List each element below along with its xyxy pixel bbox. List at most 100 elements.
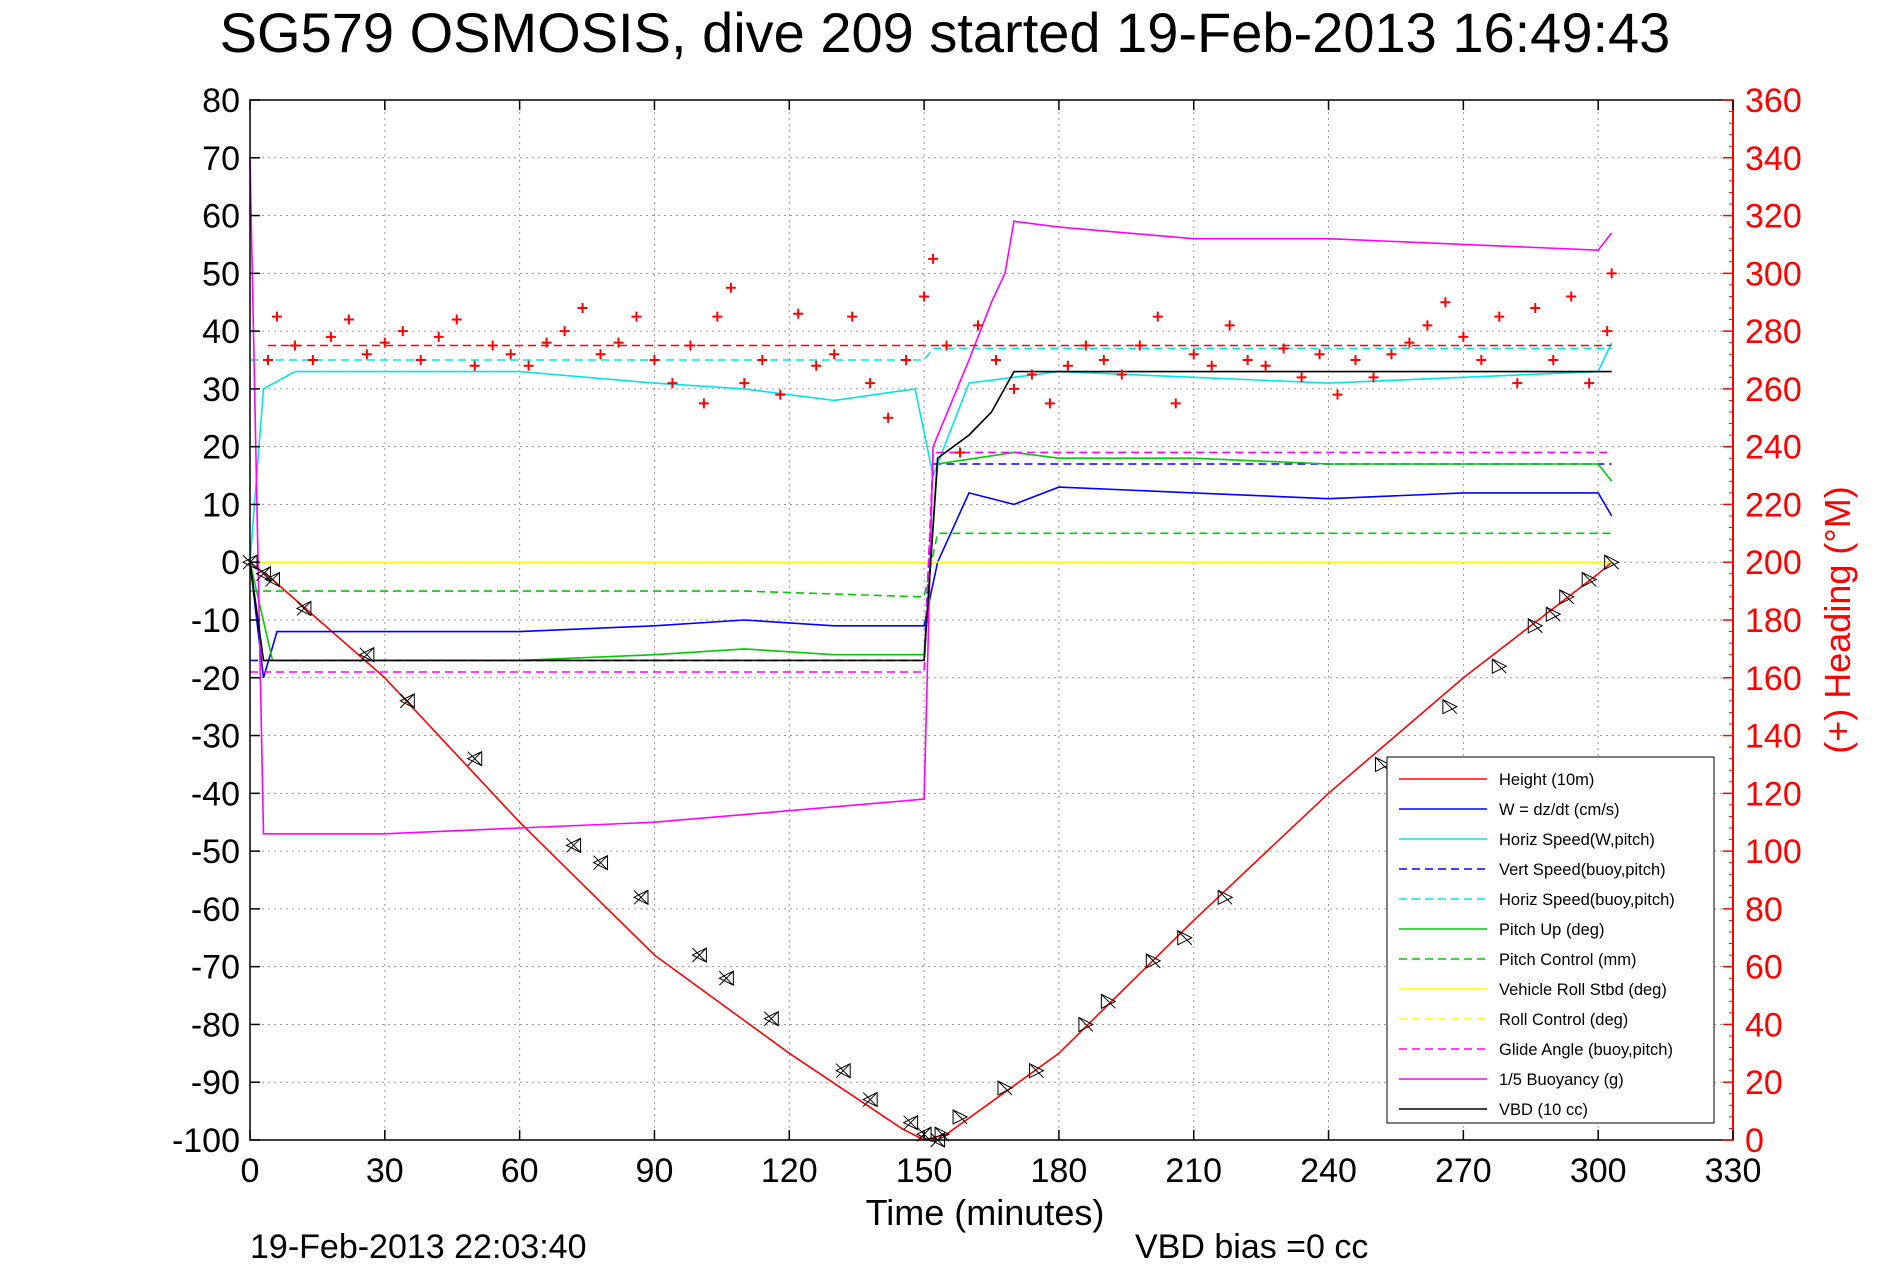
- heading-point: [397, 326, 408, 337]
- dive-marker-up: [1491, 658, 1508, 675]
- dive-marker-up: [1217, 889, 1234, 906]
- y-left-tick-label: 10: [202, 486, 240, 524]
- heading-point: [811, 360, 822, 371]
- heading-point: [1098, 355, 1109, 365]
- heading-point: [775, 389, 786, 400]
- y-right-tick-label: 360: [1745, 82, 1802, 120]
- y-left-tick-label: -30: [191, 718, 240, 756]
- heading-point: [1566, 291, 1577, 302]
- series-line-6: [250, 532, 1612, 598]
- y-right-tick-label: 300: [1745, 255, 1802, 293]
- heading-point: [361, 349, 372, 360]
- y-right-tick-label: 160: [1745, 660, 1802, 698]
- heading-point: [1008, 383, 1019, 394]
- heading-point: [1368, 372, 1379, 383]
- legend-label-7: Vehicle Roll Stbd (deg): [1499, 981, 1667, 999]
- heading-point: [1026, 369, 1037, 380]
- heading-point: [415, 355, 426, 365]
- heading-point: [631, 311, 642, 322]
- y-left-tick-label: 50: [202, 255, 240, 293]
- heading-point: [829, 349, 840, 360]
- heading-point: [1332, 389, 1343, 400]
- y-right-tick-label: 120: [1745, 775, 1802, 813]
- heading-point: [649, 355, 660, 365]
- dive-marker-down: [565, 837, 582, 854]
- legend-label-5: Pitch Up (deg): [1499, 921, 1604, 939]
- dive-marker-down: [632, 889, 649, 906]
- y-left-tick-label: -10: [191, 602, 240, 640]
- x-tick-label: 330: [1705, 1152, 1762, 1190]
- heading-point: [1404, 337, 1415, 348]
- dive-marker-up: [1145, 953, 1162, 969]
- heading-point: [1350, 355, 1361, 365]
- dive-marker-up: [1078, 1016, 1094, 1033]
- heading-point: [1206, 360, 1217, 371]
- legend-label-3: Vert Speed(buoy,pitch): [1499, 861, 1666, 879]
- heading-point: [1548, 355, 1559, 365]
- heading-point: [289, 340, 300, 351]
- footer-timestamp: 19-Feb-2013 22:03:40: [250, 1228, 586, 1262]
- heading-point: [1606, 268, 1617, 279]
- heading-point: [505, 349, 516, 360]
- legend-box: [1386, 756, 1715, 1124]
- heading-point: [541, 337, 552, 348]
- heading-point: [1512, 378, 1523, 389]
- heading-point: [262, 355, 273, 365]
- heading-point: [469, 360, 480, 371]
- heading-point: [1242, 355, 1253, 365]
- dive-marker-down: [399, 693, 415, 709]
- heading-point: [325, 331, 336, 342]
- heading-point: [1314, 349, 1325, 360]
- dive-marker-down: [691, 947, 707, 963]
- heading-layer: [262, 253, 1617, 458]
- legend-label-1: W = dz/dt (cm/s): [1499, 801, 1620, 819]
- dive-marker-up: [952, 1109, 969, 1125]
- heading-point: [1062, 360, 1073, 371]
- heading-point: [613, 337, 624, 348]
- legend-label-9: Glide Angle (buoy,pitch): [1499, 1041, 1673, 1059]
- heading-point: [451, 314, 462, 325]
- y-left-tick-label: 0: [221, 544, 240, 582]
- dive-marker-down: [592, 854, 609, 871]
- heading-point: [487, 340, 498, 351]
- heading-point: [667, 378, 678, 389]
- series-line-2: [249, 342, 1613, 563]
- dive-marker-up: [1177, 929, 1193, 946]
- heading-point: [523, 360, 534, 371]
- x-tick-label: 30: [366, 1152, 404, 1190]
- dive-marker-down: [835, 1062, 851, 1079]
- heading-point: [955, 447, 966, 458]
- marker-layer: [241, 554, 1620, 1148]
- y-right-tick-label: 180: [1745, 602, 1802, 640]
- y-right-tick-label: 20: [1745, 1064, 1783, 1102]
- heading-point: [1224, 320, 1235, 331]
- y-left-tick-label: 80: [202, 82, 240, 120]
- dive-marker-down: [763, 1010, 779, 1027]
- heading-point: [1278, 343, 1289, 354]
- y-right-tick-label: 140: [1745, 718, 1802, 756]
- heading-point: [577, 303, 588, 313]
- heading-point: [757, 355, 768, 365]
- y-right-tick-label: 240: [1745, 429, 1802, 467]
- y-right-tick-label: 320: [1745, 198, 1802, 236]
- y-left-tick-label: -90: [191, 1064, 240, 1102]
- y-right-tick-label: 60: [1745, 949, 1783, 987]
- heading-point: [1170, 398, 1181, 409]
- heading-point: [1296, 372, 1307, 383]
- legend-label-8: Roll Control (deg): [1499, 1011, 1628, 1029]
- heading-point: [725, 282, 736, 293]
- dive-marker-up: [1028, 1062, 1045, 1079]
- heading-point: [941, 340, 952, 351]
- heading-point: [1476, 355, 1487, 365]
- dive-marker-up: [1559, 589, 1575, 605]
- heading-point: [559, 326, 570, 337]
- y-left-tick-label: -60: [191, 891, 240, 929]
- heading-point: [712, 311, 723, 322]
- y-left-tick-label: 60: [202, 198, 240, 236]
- chart-title: SG579 OSMOSIS, dive 209 started 19-Feb-2…: [220, 1, 1671, 64]
- x-tick-label: 240: [1300, 1152, 1357, 1190]
- y-right-tick-label: 100: [1745, 833, 1802, 871]
- y-right-tick-label: 220: [1745, 486, 1802, 524]
- heading-point: [739, 378, 750, 389]
